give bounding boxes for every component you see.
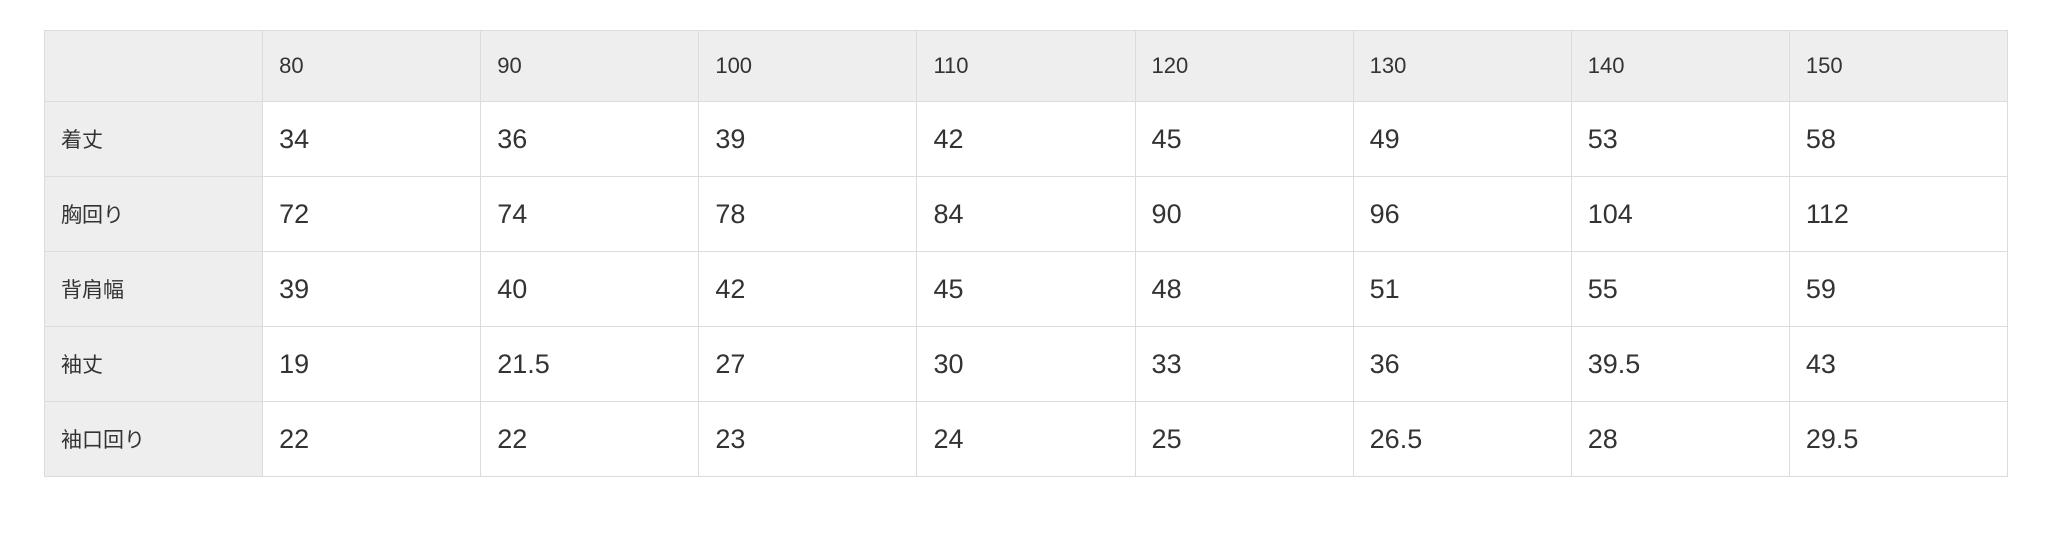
measurement-cell: 36	[1352, 326, 1572, 402]
measurement-cell: 40	[480, 251, 700, 327]
row-label: 袖丈	[43, 326, 264, 402]
row-label: 胸回り	[43, 176, 264, 252]
size-header-cell: 80	[262, 30, 482, 102]
measurement-cell: 22	[480, 401, 700, 477]
row-label: 袖口回り	[43, 401, 264, 477]
measurement-cell: 78	[698, 176, 918, 252]
table-row: 背肩幅 39 40 42 45 48 51 55 59	[43, 251, 2009, 327]
measurement-cell: 22	[262, 401, 482, 477]
size-header-cell: 110	[916, 30, 1136, 102]
measurement-cell: 28	[1570, 401, 1790, 477]
measurement-cell: 26.5	[1352, 401, 1572, 477]
measurement-cell: 39.5	[1570, 326, 1790, 402]
size-header-cell: 140	[1570, 30, 1790, 102]
measurement-cell: 36	[480, 101, 700, 177]
measurement-cell: 104	[1570, 176, 1790, 252]
measurement-cell: 23	[698, 401, 918, 477]
measurement-cell: 55	[1570, 251, 1790, 327]
measurement-cell: 39	[262, 251, 482, 327]
measurement-cell: 72	[262, 176, 482, 252]
table-row: 袖丈 19 21.5 27 30 33 36 39.5 43	[43, 326, 2009, 402]
measurement-cell: 33	[1134, 326, 1354, 402]
measurement-cell: 45	[1134, 101, 1354, 177]
table-row: 袖口回り 22 22 23 24 25 26.5 28 29.5	[43, 401, 2009, 477]
measurement-cell: 42	[916, 101, 1136, 177]
measurement-cell: 96	[1352, 176, 1572, 252]
table-row: 着丈 34 36 39 42 45 49 53 58	[43, 101, 2009, 177]
size-header-cell: 90	[480, 30, 700, 102]
measurement-cell: 34	[262, 101, 482, 177]
measurement-cell: 29.5	[1788, 401, 2009, 477]
size-header-cell: 150	[1788, 30, 2009, 102]
measurement-cell: 49	[1352, 101, 1572, 177]
measurement-cell: 27	[698, 326, 918, 402]
measurement-cell: 39	[698, 101, 918, 177]
measurement-cell: 58	[1788, 101, 2009, 177]
size-header-cell: 100	[698, 30, 918, 102]
measurement-cell: 19	[262, 326, 482, 402]
measurement-cell: 90	[1134, 176, 1354, 252]
measurement-cell: 43	[1788, 326, 2009, 402]
measurement-cell: 53	[1570, 101, 1790, 177]
measurement-cell: 112	[1788, 176, 2009, 252]
measurement-cell: 42	[698, 251, 918, 327]
measurement-cell: 21.5	[480, 326, 700, 402]
table-row: 胸回り 72 74 78 84 90 96 104 112	[43, 176, 2009, 252]
size-header-cell: 120	[1134, 30, 1354, 102]
measurement-cell: 45	[916, 251, 1136, 327]
row-label: 着丈	[43, 101, 264, 177]
measurement-cell: 48	[1134, 251, 1354, 327]
row-label: 背肩幅	[43, 251, 264, 327]
measurement-cell: 51	[1352, 251, 1572, 327]
measurement-cell: 59	[1788, 251, 2009, 327]
size-header-cell: 130	[1352, 30, 1572, 102]
corner-cell	[43, 30, 264, 102]
measurement-cell: 74	[480, 176, 700, 252]
measurement-cell: 30	[916, 326, 1136, 402]
measurement-cell: 84	[916, 176, 1136, 252]
measurement-cell: 24	[916, 401, 1136, 477]
size-chart-table: 80 90 100 110 120 130 140 150 着丈 34 36 39 42 45 49 53 5…	[43, 30, 2009, 477]
header-row: 80 90 100 110 120 130 140 150	[43, 30, 2009, 102]
measurement-cell: 25	[1134, 401, 1354, 477]
